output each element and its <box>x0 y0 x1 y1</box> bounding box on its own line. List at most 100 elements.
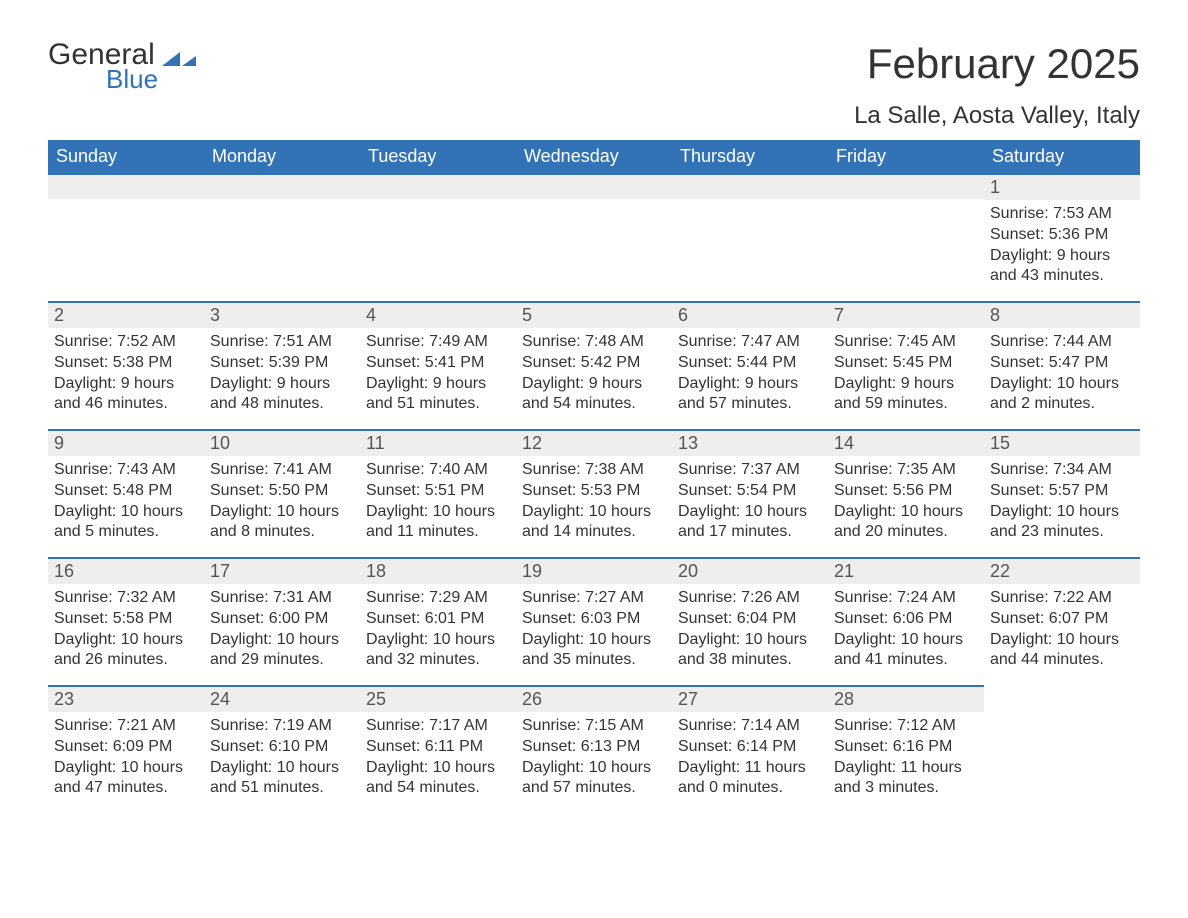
day-sunrise: Sunrise: 7:24 AM <box>834 588 978 609</box>
day-sunrise: Sunrise: 7:19 AM <box>210 716 354 737</box>
day-sunset: Sunset: 5:44 PM <box>678 353 822 374</box>
calendar-cell: 21Sunrise: 7:24 AMSunset: 6:06 PMDayligh… <box>828 557 984 685</box>
day-details: Sunrise: 7:27 AMSunset: 6:03 PMDaylight:… <box>516 584 672 671</box>
day-sunset: Sunset: 5:57 PM <box>990 481 1134 502</box>
day-details: Sunrise: 7:12 AMSunset: 6:16 PMDaylight:… <box>828 712 984 799</box>
day-sunrise: Sunrise: 7:47 AM <box>678 332 822 353</box>
day-details: Sunrise: 7:49 AMSunset: 5:41 PMDaylight:… <box>360 328 516 415</box>
day-details: Sunrise: 7:19 AMSunset: 6:10 PMDaylight:… <box>204 712 360 799</box>
day-number: 15 <box>984 429 1140 456</box>
day-dl1: Daylight: 9 hours <box>678 374 822 395</box>
day-sunrise: Sunrise: 7:22 AM <box>990 588 1134 609</box>
calendar-cell <box>516 173 672 301</box>
day-details: Sunrise: 7:47 AMSunset: 5:44 PMDaylight:… <box>672 328 828 415</box>
day-number: 17 <box>204 557 360 584</box>
day-number: 23 <box>48 685 204 712</box>
weekday-header: Wednesday <box>516 140 672 173</box>
day-sunset: Sunset: 6:16 PM <box>834 737 978 758</box>
day-dl2: and 43 minutes. <box>990 266 1134 287</box>
calendar-week-row: 9Sunrise: 7:43 AMSunset: 5:48 PMDaylight… <box>48 429 1140 557</box>
day-dl2: and 14 minutes. <box>522 522 666 543</box>
day-sunset: Sunset: 6:09 PM <box>54 737 198 758</box>
day-number: 27 <box>672 685 828 712</box>
day-dl1: Daylight: 10 hours <box>522 758 666 779</box>
page-title: February 2025 <box>854 40 1140 88</box>
day-sunset: Sunset: 5:54 PM <box>678 481 822 502</box>
day-sunrise: Sunrise: 7:43 AM <box>54 460 198 481</box>
day-number: 22 <box>984 557 1140 584</box>
calendar-cell: 2Sunrise: 7:52 AMSunset: 5:38 PMDaylight… <box>48 301 204 429</box>
day-sunset: Sunset: 6:07 PM <box>990 609 1134 630</box>
header: General Blue February 2025 La Salle, Aos… <box>48 40 1140 130</box>
calendar-cell: 15Sunrise: 7:34 AMSunset: 5:57 PMDayligh… <box>984 429 1140 557</box>
day-dl2: and 46 minutes. <box>54 394 198 415</box>
day-number: 25 <box>360 685 516 712</box>
day-dl2: and 48 minutes. <box>210 394 354 415</box>
day-dl2: and 41 minutes. <box>834 650 978 671</box>
day-details: Sunrise: 7:37 AMSunset: 5:54 PMDaylight:… <box>672 456 828 543</box>
day-sunset: Sunset: 6:13 PM <box>522 737 666 758</box>
day-sunrise: Sunrise: 7:12 AM <box>834 716 978 737</box>
day-dl2: and 8 minutes. <box>210 522 354 543</box>
calendar-cell: 20Sunrise: 7:26 AMSunset: 6:04 PMDayligh… <box>672 557 828 685</box>
day-dl1: Daylight: 10 hours <box>366 630 510 651</box>
day-sunset: Sunset: 5:50 PM <box>210 481 354 502</box>
calendar-week-row: 1Sunrise: 7:53 AMSunset: 5:36 PMDaylight… <box>48 173 1140 301</box>
day-dl1: Daylight: 9 hours <box>834 374 978 395</box>
day-dl1: Daylight: 10 hours <box>678 630 822 651</box>
day-dl1: Daylight: 10 hours <box>522 502 666 523</box>
day-number: 3 <box>204 301 360 328</box>
calendar-cell: 27Sunrise: 7:14 AMSunset: 6:14 PMDayligh… <box>672 685 828 813</box>
empty-day-header <box>672 173 828 199</box>
day-sunset: Sunset: 6:06 PM <box>834 609 978 630</box>
day-sunset: Sunset: 6:01 PM <box>366 609 510 630</box>
weekday-header: Friday <box>828 140 984 173</box>
calendar-cell: 11Sunrise: 7:40 AMSunset: 5:51 PMDayligh… <box>360 429 516 557</box>
empty-day-header <box>48 173 204 199</box>
day-sunrise: Sunrise: 7:45 AM <box>834 332 978 353</box>
day-details: Sunrise: 7:22 AMSunset: 6:07 PMDaylight:… <box>984 584 1140 671</box>
day-sunrise: Sunrise: 7:37 AM <box>678 460 822 481</box>
day-dl2: and 17 minutes. <box>678 522 822 543</box>
calendar-cell <box>672 173 828 301</box>
day-dl2: and 20 minutes. <box>834 522 978 543</box>
day-details: Sunrise: 7:51 AMSunset: 5:39 PMDaylight:… <box>204 328 360 415</box>
day-sunset: Sunset: 5:41 PM <box>366 353 510 374</box>
day-sunrise: Sunrise: 7:31 AM <box>210 588 354 609</box>
calendar-cell: 4Sunrise: 7:49 AMSunset: 5:41 PMDaylight… <box>360 301 516 429</box>
day-dl2: and 32 minutes. <box>366 650 510 671</box>
day-number: 18 <box>360 557 516 584</box>
day-dl1: Daylight: 10 hours <box>990 374 1134 395</box>
day-details: Sunrise: 7:41 AMSunset: 5:50 PMDaylight:… <box>204 456 360 543</box>
day-details: Sunrise: 7:44 AMSunset: 5:47 PMDaylight:… <box>984 328 1140 415</box>
day-dl2: and 0 minutes. <box>678 778 822 799</box>
calendar-cell: 25Sunrise: 7:17 AMSunset: 6:11 PMDayligh… <box>360 685 516 813</box>
calendar-cell <box>48 173 204 301</box>
day-dl1: Daylight: 9 hours <box>522 374 666 395</box>
calendar-cell: 13Sunrise: 7:37 AMSunset: 5:54 PMDayligh… <box>672 429 828 557</box>
title-block: February 2025 La Salle, Aosta Valley, It… <box>854 40 1140 130</box>
day-details: Sunrise: 7:32 AMSunset: 5:58 PMDaylight:… <box>48 584 204 671</box>
day-dl1: Daylight: 10 hours <box>990 630 1134 651</box>
calendar-cell: 12Sunrise: 7:38 AMSunset: 5:53 PMDayligh… <box>516 429 672 557</box>
day-number: 9 <box>48 429 204 456</box>
day-details: Sunrise: 7:34 AMSunset: 5:57 PMDaylight:… <box>984 456 1140 543</box>
day-number: 1 <box>984 173 1140 200</box>
day-details: Sunrise: 7:53 AMSunset: 5:36 PMDaylight:… <box>984 200 1140 287</box>
day-details: Sunrise: 7:14 AMSunset: 6:14 PMDaylight:… <box>672 712 828 799</box>
day-dl1: Daylight: 10 hours <box>54 502 198 523</box>
calendar-cell: 24Sunrise: 7:19 AMSunset: 6:10 PMDayligh… <box>204 685 360 813</box>
day-sunrise: Sunrise: 7:48 AM <box>522 332 666 353</box>
day-dl1: Daylight: 9 hours <box>54 374 198 395</box>
calendar-body: 1Sunrise: 7:53 AMSunset: 5:36 PMDaylight… <box>48 173 1140 813</box>
day-sunrise: Sunrise: 7:35 AM <box>834 460 978 481</box>
day-dl1: Daylight: 9 hours <box>990 246 1134 267</box>
day-sunset: Sunset: 6:14 PM <box>678 737 822 758</box>
day-dl2: and 44 minutes. <box>990 650 1134 671</box>
day-dl2: and 23 minutes. <box>990 522 1134 543</box>
day-dl2: and 57 minutes. <box>522 778 666 799</box>
day-dl1: Daylight: 10 hours <box>210 630 354 651</box>
page-subtitle: La Salle, Aosta Valley, Italy <box>854 102 1140 130</box>
day-details: Sunrise: 7:24 AMSunset: 6:06 PMDaylight:… <box>828 584 984 671</box>
calendar-cell <box>360 173 516 301</box>
